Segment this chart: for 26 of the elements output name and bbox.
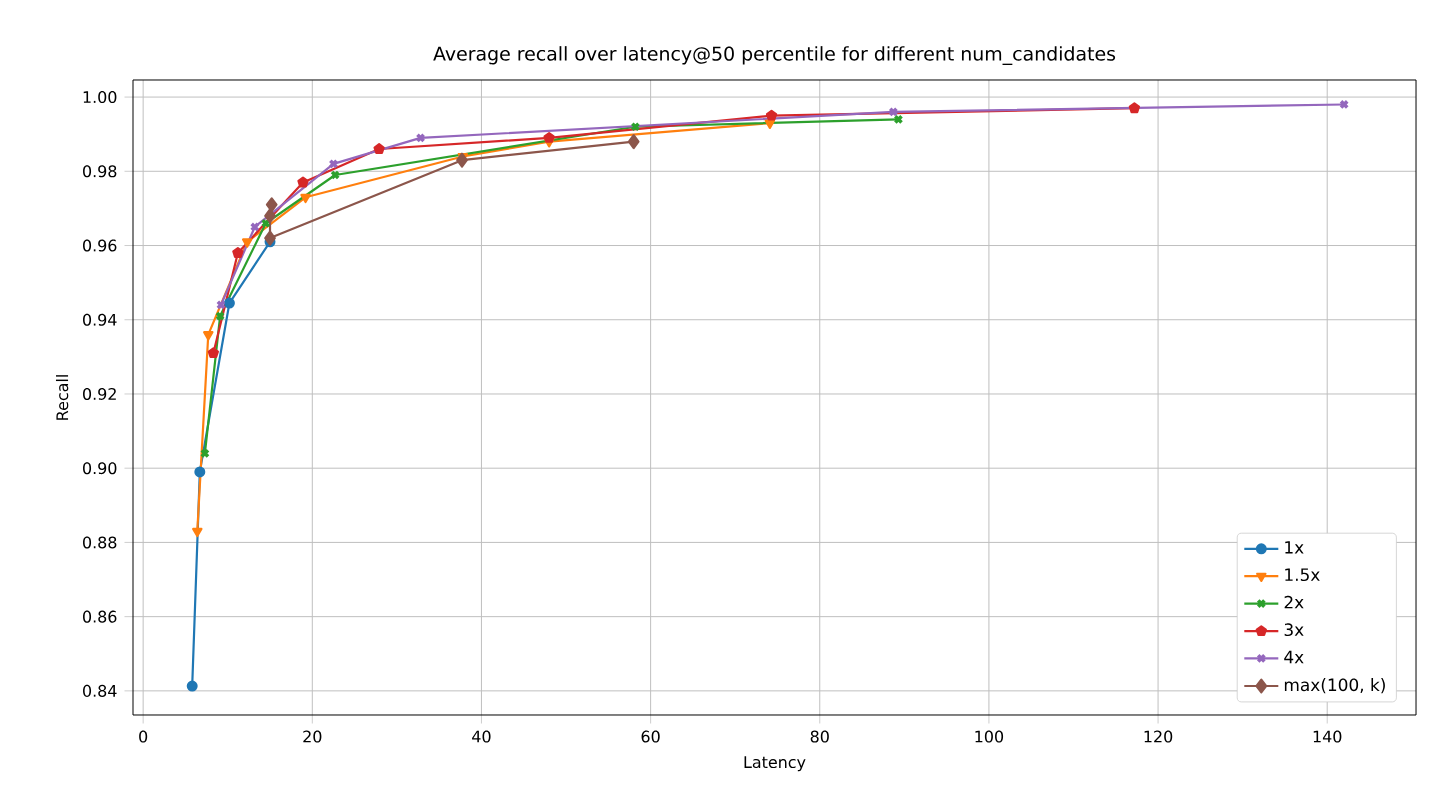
- x-tick-label: 60: [641, 730, 660, 743]
- y-tick-label: 0.94: [83, 313, 117, 326]
- x-tick-label: 0: [139, 730, 148, 743]
- legend-label: 1x: [1285, 541, 1304, 554]
- x-tick-label: 120: [1144, 730, 1173, 743]
- y-tick-label: 0.98: [83, 165, 117, 178]
- legend-label: 2x: [1284, 595, 1304, 609]
- legend-label: max(100, k): [1284, 678, 1385, 694]
- x-tick-label: 140: [1313, 730, 1342, 743]
- chart-title: Average recall over latency@50 percentile for different num_candidates: [433, 46, 1116, 65]
- x-tick-label: 100: [975, 730, 1004, 743]
- y-tick-label: 1.00: [83, 91, 117, 104]
- x-tick-label: 20: [303, 730, 322, 743]
- x-tick-label: 40: [472, 730, 491, 743]
- legend-label: 1.5x: [1285, 568, 1320, 582]
- legend-label: 4x: [1284, 650, 1304, 664]
- y-tick-label: 0.88: [83, 536, 117, 549]
- y-tick-label: 0.86: [83, 610, 117, 623]
- x-axis-title: Latency: [744, 756, 806, 772]
- x-tick-label: 80: [810, 730, 829, 743]
- y-axis-title: Recall: [55, 375, 69, 420]
- y-tick-label: 0.92: [83, 387, 116, 400]
- legend-label: 3x: [1284, 623, 1304, 637]
- y-tick-label: 0.96: [83, 239, 117, 252]
- y-tick-label: 0.90: [83, 462, 117, 475]
- y-tick-label: 0.84: [83, 684, 117, 697]
